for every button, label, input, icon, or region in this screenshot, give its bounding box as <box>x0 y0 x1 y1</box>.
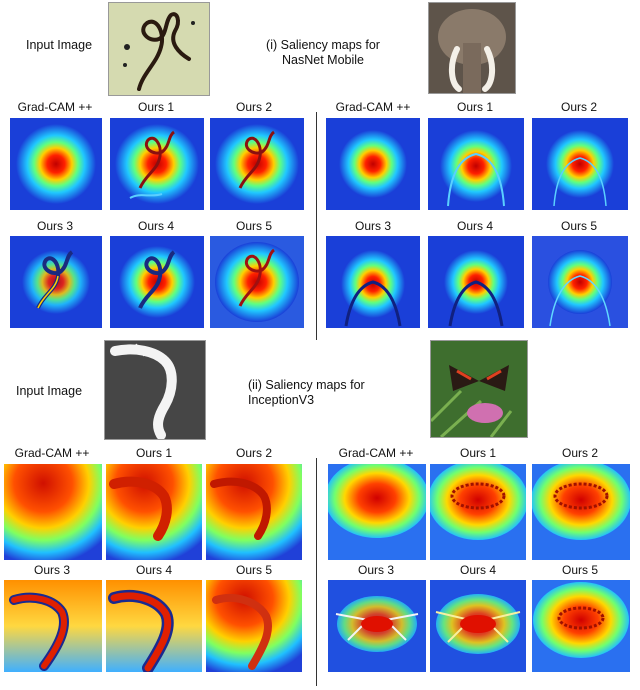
s1-right-label-ours2: Ours 2 <box>560 100 597 114</box>
s1-right-label-ours4: Ours 4 <box>456 219 493 233</box>
s1-right-map-gradcam <box>326 118 420 210</box>
butterfly-image <box>430 340 528 438</box>
s2-right-map-ours5 <box>532 580 630 672</box>
s1-left-map-ours1 <box>110 118 204 210</box>
section-2-divider <box>316 458 317 686</box>
shark-image <box>104 340 206 440</box>
s2-right-label-gradcam: Grad-CAM ++ <box>338 446 414 460</box>
s2-left-label-ours3: Ours 3 <box>33 563 70 577</box>
s2-left-map-ours2 <box>206 464 302 560</box>
s1-left-label-ours1: Ours 1 <box>137 100 174 114</box>
s2-left-label-ours1: Ours 1 <box>135 446 172 460</box>
section-2-caption: (ii) Saliency maps for InceptionV3 <box>248 378 365 408</box>
section-1-divider <box>316 112 317 340</box>
s1-right-label-ours3: Ours 3 <box>354 219 391 233</box>
s2-right-label-ours3: Ours 3 <box>357 563 394 577</box>
s1-right-map-ours4 <box>428 236 524 328</box>
s1-left-label-ours3: Ours 3 <box>36 219 73 233</box>
s2-left-map-ours5 <box>206 580 302 672</box>
section-2-input-label: Input Image <box>16 384 83 398</box>
section-1-input-label: Input Image <box>26 38 93 52</box>
section-2-caption-line1: (ii) Saliency maps for <box>248 378 365 392</box>
s1-left-label-ours5: Ours 5 <box>235 219 272 233</box>
s1-right-map-ours5 <box>532 236 628 328</box>
s1-left-label-ours4: Ours 4 <box>137 219 174 233</box>
elephant-image <box>428 2 516 94</box>
s2-right-map-gradcam <box>328 464 426 560</box>
s1-left-map-ours3 <box>10 236 102 328</box>
s2-right-label-ours4: Ours 4 <box>459 563 496 577</box>
s2-right-map-ours3 <box>328 580 426 672</box>
s2-left-map-ours1 <box>106 464 202 560</box>
s1-right-map-ours3 <box>326 236 420 328</box>
s1-right-map-ours2 <box>532 118 628 210</box>
s1-left-map-gradcam <box>10 118 102 210</box>
s2-left-label-ours4: Ours 4 <box>135 563 172 577</box>
s2-left-label-gradcam: Grad-CAM ++ <box>14 446 90 460</box>
s2-left-map-ours4 <box>106 580 202 672</box>
s1-left-map-ours2 <box>210 118 304 210</box>
s2-right-map-ours1 <box>430 464 526 560</box>
s1-left-map-ours4 <box>110 236 204 328</box>
s2-left-label-ours5: Ours 5 <box>235 563 272 577</box>
s2-right-map-ours2 <box>532 464 630 560</box>
s2-right-map-ours4 <box>430 580 526 672</box>
s2-left-label-ours2: Ours 2 <box>235 446 272 460</box>
s2-right-label-ours2: Ours 2 <box>561 446 598 460</box>
handwriting-sketch-image <box>108 2 210 96</box>
s2-left-map-gradcam <box>4 464 102 560</box>
s2-right-label-ours1: Ours 1 <box>459 446 496 460</box>
s1-right-label-ours5: Ours 5 <box>560 219 597 233</box>
s1-left-label-gradcam: Grad-CAM ++ <box>17 100 93 114</box>
section-1-caption-line2: NasNet Mobile <box>282 53 364 67</box>
section-1-caption: (i) Saliency maps for NasNet Mobile <box>258 38 388 68</box>
s1-right-label-ours1: Ours 1 <box>456 100 493 114</box>
section-2-caption-line2: InceptionV3 <box>248 393 315 407</box>
s2-right-label-ours5: Ours 5 <box>561 563 598 577</box>
s1-left-map-ours5 <box>210 236 304 328</box>
s2-left-map-ours3 <box>4 580 102 672</box>
s1-left-label-ours2: Ours 2 <box>235 100 272 114</box>
section-1-caption-line1: (i) Saliency maps for <box>266 38 380 52</box>
s1-right-label-gradcam: Grad-CAM ++ <box>335 100 411 114</box>
s1-right-map-ours1 <box>428 118 524 210</box>
